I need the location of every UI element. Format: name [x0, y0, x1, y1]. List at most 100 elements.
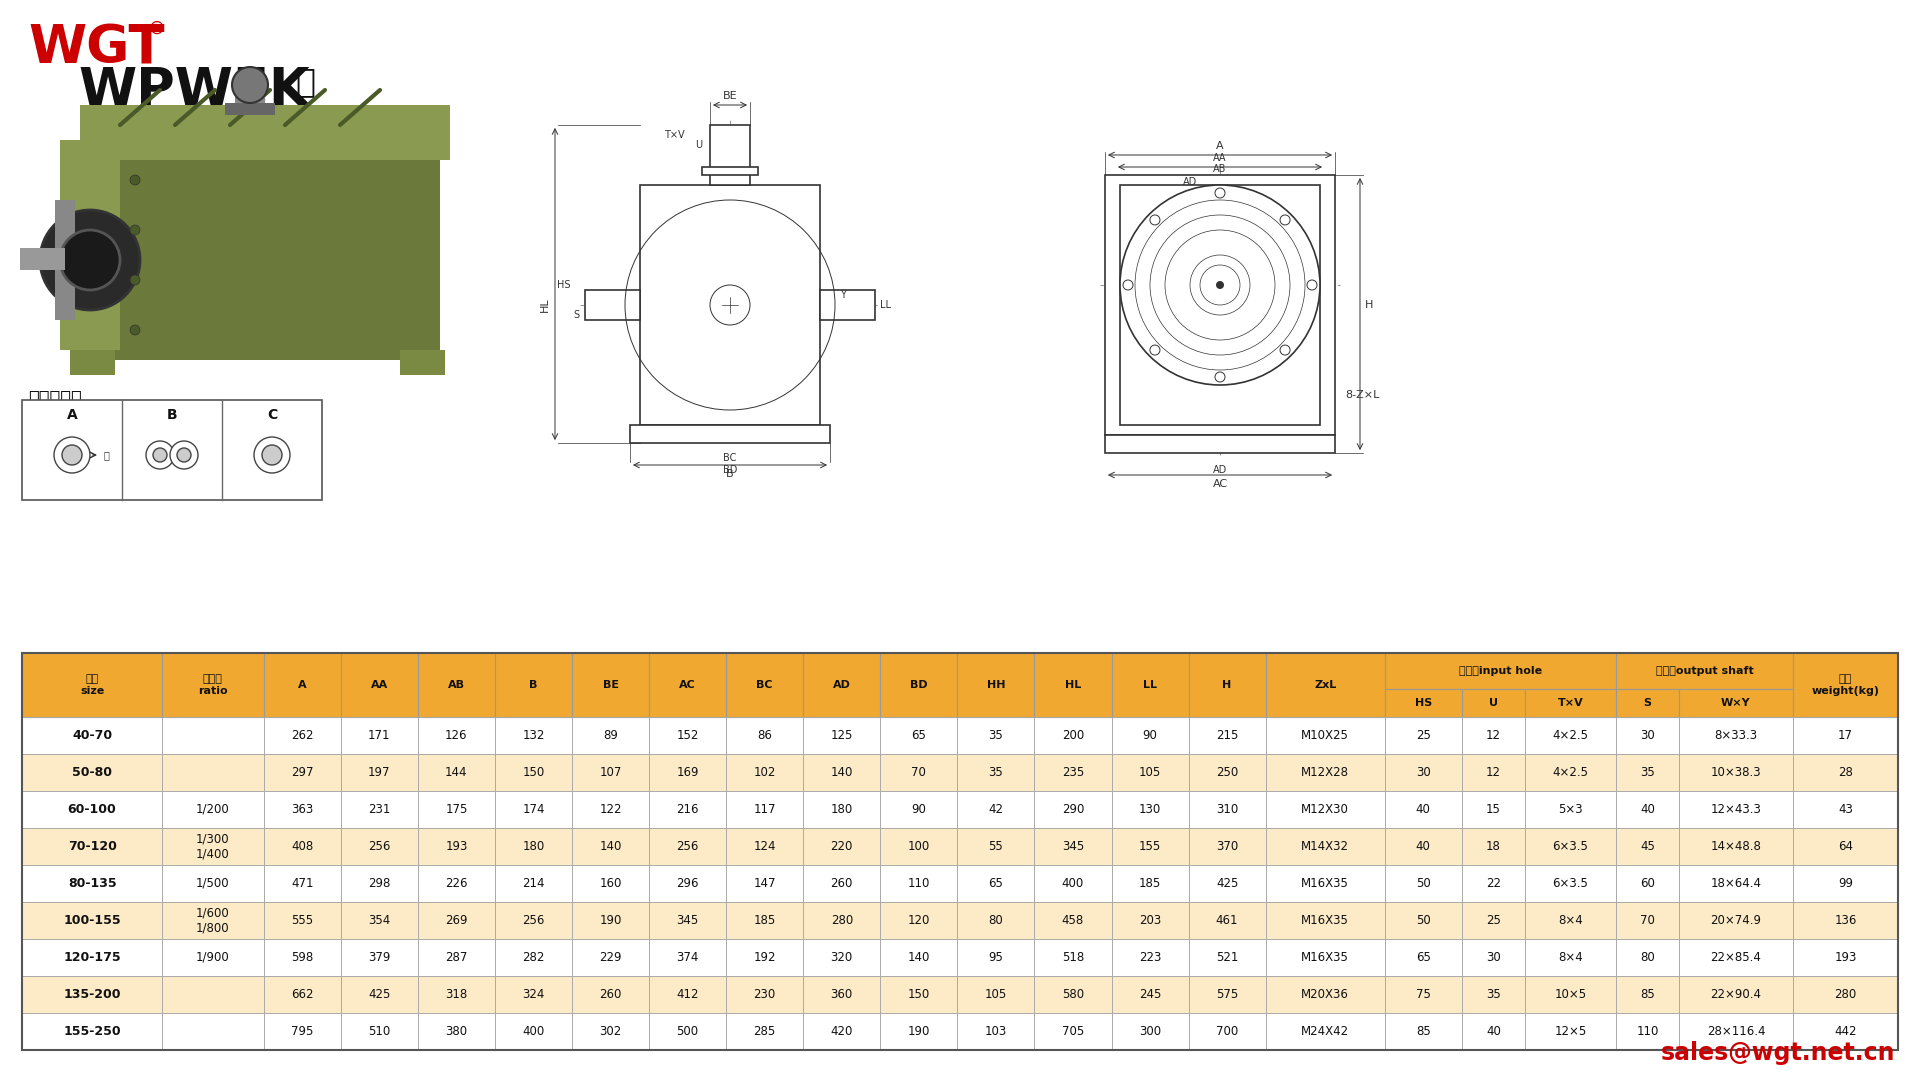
Bar: [649, 902, 726, 939]
Bar: [21, 1013, 161, 1050]
Text: AD: AD: [1183, 177, 1198, 187]
Text: 169: 169: [676, 766, 699, 779]
Bar: [1112, 791, 1188, 828]
Bar: [21, 791, 1899, 828]
Circle shape: [177, 448, 190, 462]
Circle shape: [1215, 372, 1225, 382]
Text: 110: 110: [908, 877, 929, 890]
Text: 1/600
1/800: 1/600 1/800: [196, 906, 230, 934]
Text: 298: 298: [369, 877, 390, 890]
Text: 324: 324: [522, 988, 545, 1001]
Text: 65: 65: [912, 729, 925, 742]
Circle shape: [54, 437, 90, 473]
Bar: [630, 426, 829, 443]
Text: U: U: [695, 140, 703, 150]
Text: 412: 412: [676, 988, 699, 1001]
Bar: [1112, 976, 1188, 1013]
Text: 30: 30: [1415, 766, 1430, 779]
Text: 12×5: 12×5: [1555, 1025, 1586, 1038]
Bar: [161, 902, 263, 939]
Bar: [21, 828, 161, 865]
Bar: [1680, 791, 1793, 828]
Bar: [1265, 791, 1384, 828]
Bar: [726, 1013, 803, 1050]
Bar: [495, 754, 572, 791]
Text: 379: 379: [369, 951, 390, 964]
Bar: [1112, 865, 1188, 902]
Bar: [1461, 754, 1524, 791]
Bar: [340, 791, 419, 828]
Text: 50-80: 50-80: [73, 766, 111, 779]
Text: 140: 140: [599, 840, 622, 853]
Text: 380: 380: [445, 1025, 467, 1038]
Bar: [1265, 865, 1384, 902]
Text: 180: 180: [831, 804, 852, 816]
Text: 216: 216: [676, 804, 699, 816]
Bar: [1680, 1013, 1793, 1050]
Text: 144: 144: [445, 766, 468, 779]
Bar: [1188, 717, 1265, 754]
Text: 203: 203: [1139, 914, 1162, 927]
Text: 65: 65: [989, 877, 1004, 890]
Text: 80: 80: [989, 914, 1004, 927]
Bar: [21, 1013, 1899, 1050]
Text: 214: 214: [522, 877, 545, 890]
Text: 140: 140: [831, 766, 852, 779]
Bar: [1524, 1013, 1617, 1050]
Text: 363: 363: [292, 804, 313, 816]
Bar: [263, 902, 340, 939]
Text: 282: 282: [522, 951, 545, 964]
Text: M10X25: M10X25: [1302, 729, 1350, 742]
Text: 705: 705: [1062, 1025, 1085, 1038]
Bar: [21, 976, 1899, 1013]
Bar: [649, 828, 726, 865]
Bar: [1188, 939, 1265, 976]
Bar: [1680, 902, 1793, 939]
Circle shape: [1123, 280, 1133, 291]
Text: 256: 256: [522, 914, 545, 927]
Text: A: A: [1215, 141, 1223, 151]
Bar: [21, 653, 1899, 717]
Bar: [572, 791, 649, 828]
Text: 190: 190: [599, 914, 622, 927]
Text: 6×3.5: 6×3.5: [1553, 840, 1588, 853]
Text: 150: 150: [522, 766, 545, 779]
Text: HH: HH: [987, 680, 1006, 690]
Text: 180: 180: [522, 840, 545, 853]
Bar: [1524, 689, 1617, 717]
Text: 28×116.4: 28×116.4: [1707, 1025, 1764, 1038]
Text: 10×5: 10×5: [1555, 988, 1586, 1001]
Bar: [649, 939, 726, 976]
Text: 45: 45: [1640, 840, 1655, 853]
Bar: [803, 754, 879, 791]
Bar: [263, 939, 340, 976]
Circle shape: [131, 175, 140, 185]
Bar: [69, 350, 115, 375]
Text: ®: ®: [148, 21, 165, 38]
Bar: [1384, 939, 1461, 976]
Bar: [21, 976, 161, 1013]
Bar: [1188, 754, 1265, 791]
Text: 136: 136: [1834, 914, 1857, 927]
Circle shape: [1150, 215, 1160, 225]
Bar: [1188, 865, 1265, 902]
Text: 458: 458: [1062, 914, 1085, 927]
Text: 1/500: 1/500: [196, 877, 230, 890]
Bar: [1265, 1013, 1384, 1050]
Text: 230: 230: [753, 988, 776, 1001]
Bar: [726, 828, 803, 865]
Bar: [263, 653, 340, 717]
Text: 12: 12: [1486, 766, 1501, 779]
Text: 5×3: 5×3: [1559, 804, 1582, 816]
Text: 89: 89: [603, 729, 618, 742]
Bar: [263, 791, 340, 828]
Text: 64: 64: [1837, 840, 1853, 853]
Text: 310: 310: [1215, 804, 1238, 816]
Bar: [56, 200, 75, 320]
Text: 105: 105: [985, 988, 1006, 1001]
Text: 35: 35: [1640, 766, 1655, 779]
Bar: [419, 1013, 495, 1050]
Text: LL: LL: [1142, 680, 1158, 690]
Text: 190: 190: [908, 1025, 929, 1038]
Bar: [495, 653, 572, 717]
